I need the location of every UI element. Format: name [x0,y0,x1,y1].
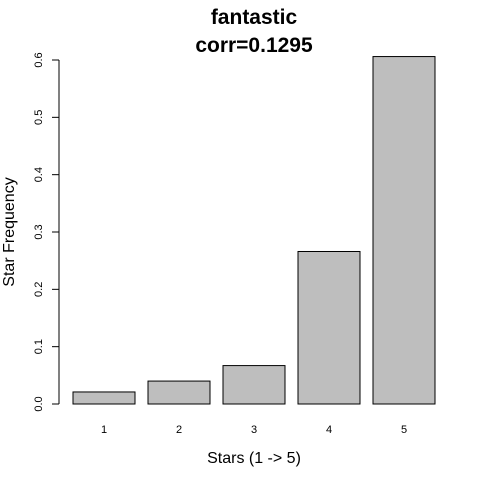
y-tick-label: 0.2 [33,282,45,297]
bar-5 [372,56,436,405]
y-tick-label: 0.0 [33,396,45,411]
x-tick-label: 1 [101,424,107,436]
bar-1 [72,391,136,405]
y-axis: 0.0 0.1 0.2 0.3 0.4 0.5 0.6 [33,52,60,412]
y-tick-label: 0.5 [33,110,45,125]
bar-2 [147,380,211,405]
y-tick-label: 0.6 [33,52,45,67]
y-axis-label: Star Frequency [1,177,18,286]
bars-group [72,56,436,405]
y-tick-label: 0.1 [33,339,45,354]
x-tick-label: 4 [326,424,332,436]
chart-title: fantastic [211,6,298,29]
x-tick-label: 2 [176,424,182,436]
x-tick-labels: 1 2 3 4 5 [101,424,407,436]
y-tick-label: 0.4 [33,167,45,182]
bar-4 [297,250,361,405]
y-tick-label: 0.3 [33,224,45,239]
x-tick-label: 5 [401,424,407,436]
bar-3 [222,365,286,405]
x-tick-label: 3 [251,424,257,436]
x-axis-label: Stars (1 -> 5) [207,450,301,467]
chart-subtitle: corr=0.1295 [195,34,313,57]
